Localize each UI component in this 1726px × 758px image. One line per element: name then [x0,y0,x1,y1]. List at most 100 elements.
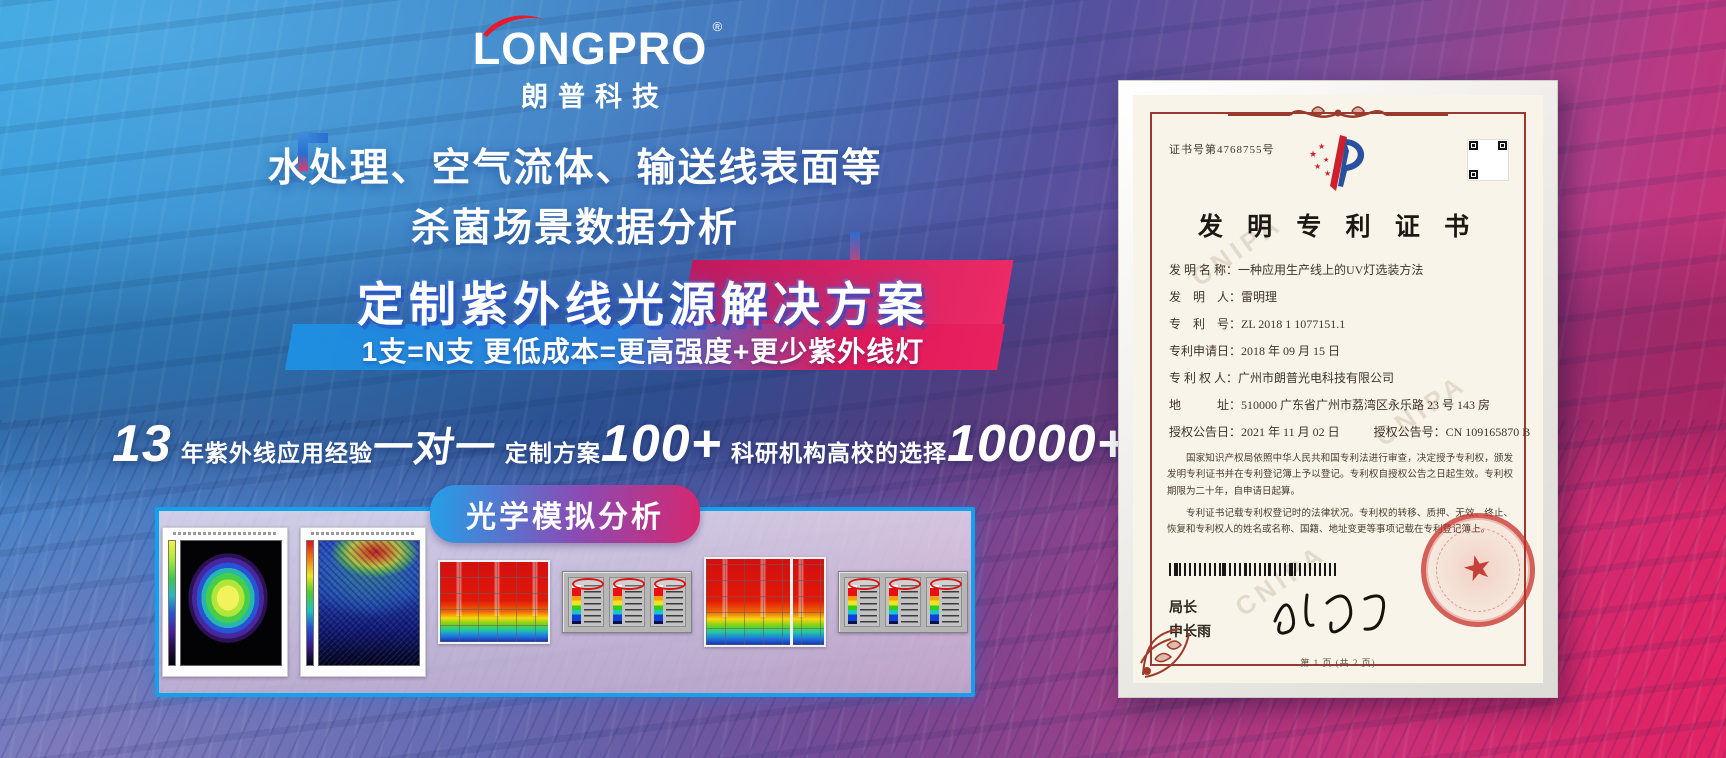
legend-colorbar [848,585,858,624]
stat-one-on-one: 一对一 定制方案 [369,426,601,470]
registered-mark: ® [712,19,724,34]
legal-paragraph: 国家知识产权局依照中华人民共和国专利法进行审查，决定授予专利权，颁发发明专利证书… [1167,454,1513,497]
legend-panel-1 [562,571,692,633]
highlight-oval-icon [572,578,605,590]
legend-values [900,585,918,624]
field-value: 2021 年 11 月 02 日 [1241,425,1340,439]
highlight-oval-icon [653,578,686,590]
field-label: 授权公告日： [1169,425,1242,439]
legend-scale [884,577,921,627]
certificate-title: 发 明 专 利 证 书 [1197,214,1479,241]
barcode [1169,563,1337,576]
legend-scale [608,577,645,627]
field-row: 发 明 人：雷明理 [1169,284,1513,311]
stat-institutions: 100+ 科研机构高校的选择 [601,418,947,470]
logo-wordmark: LONGPRO [472,23,708,74]
field-value: CN 109165870 B [1445,425,1531,439]
field-label: 专 利 号： [1169,317,1242,331]
simulation-panel: 光学模拟分析 [155,485,975,697]
stat-value: 一对一 [369,426,499,470]
legend-colorbar [612,585,622,624]
headline-line1: 水处理、空气流体、输送线表面等 [267,147,883,190]
contour-plot [180,540,282,666]
legend-scale [844,577,881,627]
field-label: 授权公告号： [1373,425,1446,439]
banner-title: 定制紫外线光源解决方案 [357,278,929,331]
headline-line2: 杀菌场景数据分析 [410,207,739,251]
field-value: 一种应用生产线上的UV灯选装方法 [1238,263,1424,277]
cnipa-emblem-icon: ★ ★ ★ ★ ★ [1309,135,1365,191]
stat-value: 13 [112,415,172,473]
stat-label: 定制方案 [504,440,601,466]
simulation-badge: 光学模拟分析 [430,485,700,543]
panel-divider [789,559,793,645]
noise-plot [318,540,420,666]
svg-text:★: ★ [1318,142,1325,151]
solution-banner: 定制紫外线光源解决方案 1支=N支 更低成本=更高强度+更少紫外线灯 [284,258,1014,374]
highlight-oval-icon [848,578,881,590]
ornament-top-icon [1228,106,1448,118]
thermal-heatmap-1 [438,560,550,644]
field-label: 专利申请日： [1169,344,1242,358]
ornament-corner-icon [1140,628,1190,678]
irradiance-map-noise [300,527,426,677]
colorbar [168,540,176,666]
legend-colorbar [888,585,898,624]
legend-values [584,585,602,624]
certificate-fields: 发 明 名 称：一种应用生产线上的UV灯选装方法 发 明 人：雷明理 专 利 号… [1169,257,1530,446]
logo-wordmark-wrap: LONGPRO ® [472,15,722,74]
svg-text:★: ★ [1309,150,1317,160]
field-value: ZL 2018 1 1077151.1 [1241,317,1346,331]
legend-values [624,585,642,624]
director-signature-icon [1273,593,1386,635]
legend-panel-2 [838,571,968,633]
legend-scale [925,577,962,627]
legend-values [860,585,878,624]
stat-value: 100+ [600,415,722,473]
highlight-oval-icon [888,578,921,590]
director-title: 局长 [1169,599,1197,615]
legend-colorbar [653,585,663,624]
field-label: 发 明 名 称： [1169,263,1239,277]
field-value: 雷明理 [1241,290,1278,304]
chart-caption-line [311,532,415,535]
field-row: 专 利 号：ZL 2018 1 1077151.1 [1169,311,1513,338]
banner-subtitle: 1支=N支 更低成本=更高强度+更少紫外线灯 [361,336,925,367]
highlight-oval-icon [612,578,645,590]
director-name: 申长雨 [1169,623,1211,639]
patent-certificate-frame: CNIPA CNIPA CNIPA 证书号第4768755号 ★ ★ ★ ★ ★ [1118,80,1558,698]
field-label: 发 明 人： [1169,290,1242,304]
highlight-oval-icon [929,578,962,590]
irradiance-map-contour [162,527,288,677]
legend-scale [568,577,605,627]
legend-colorbar [929,585,939,624]
stats-row: 13 年紫外线应用经验 一对一 定制方案 100+ 科研机构高校的选择 1000… [112,418,1280,470]
field-row: 专 利 权 人：广州市朗普光电科技有限公司 [1169,365,1513,392]
stat-label: 年紫外线应用经验 [180,440,373,466]
page-number: 第 1 页 (共 2 页) [1300,658,1376,668]
legend-values [941,585,959,624]
field-row: 专利申请日：2018 年 09 月 15 日 [1169,338,1513,365]
field-label: 专 利 权 人： [1169,371,1239,385]
simulation-tiles [159,511,971,693]
qr-code [1467,139,1509,181]
svg-text:★: ★ [1324,169,1331,178]
svg-text:★: ★ [1323,156,1329,164]
quote-bracket-top-left-icon [298,133,328,171]
stat-value: 10000+ [946,415,1128,473]
legal-paragraph: 专利证书记载专利权登记时的法律状况。专利权的转移、质押、无效、终止、恢复和专利权… [1167,508,1513,536]
logo-subtitle: 朗普科技 [521,82,669,112]
thermal-heatmap-2 [704,557,826,647]
legend-scale [649,577,686,627]
chart-caption-line [173,532,277,535]
svg-text:★: ★ [1314,162,1321,171]
stat-experience: 13 年紫外线应用经验 [112,418,373,470]
field-value: 2018 年 09 月 15 日 [1241,344,1341,358]
certificate-number: 证书号第4768755号 [1169,144,1275,156]
field-row: 地 址：510000 广东省广州市荔湾区永乐路 23 号 143 房 [1169,392,1513,419]
field-label: 地 址： [1169,398,1242,412]
field-value: 广州市朗普光电科技有限公司 [1238,371,1395,385]
legend-colorbar [572,585,582,624]
field-value: 510000 广东省广州市荔湾区永乐路 23 号 143 房 [1241,398,1491,412]
